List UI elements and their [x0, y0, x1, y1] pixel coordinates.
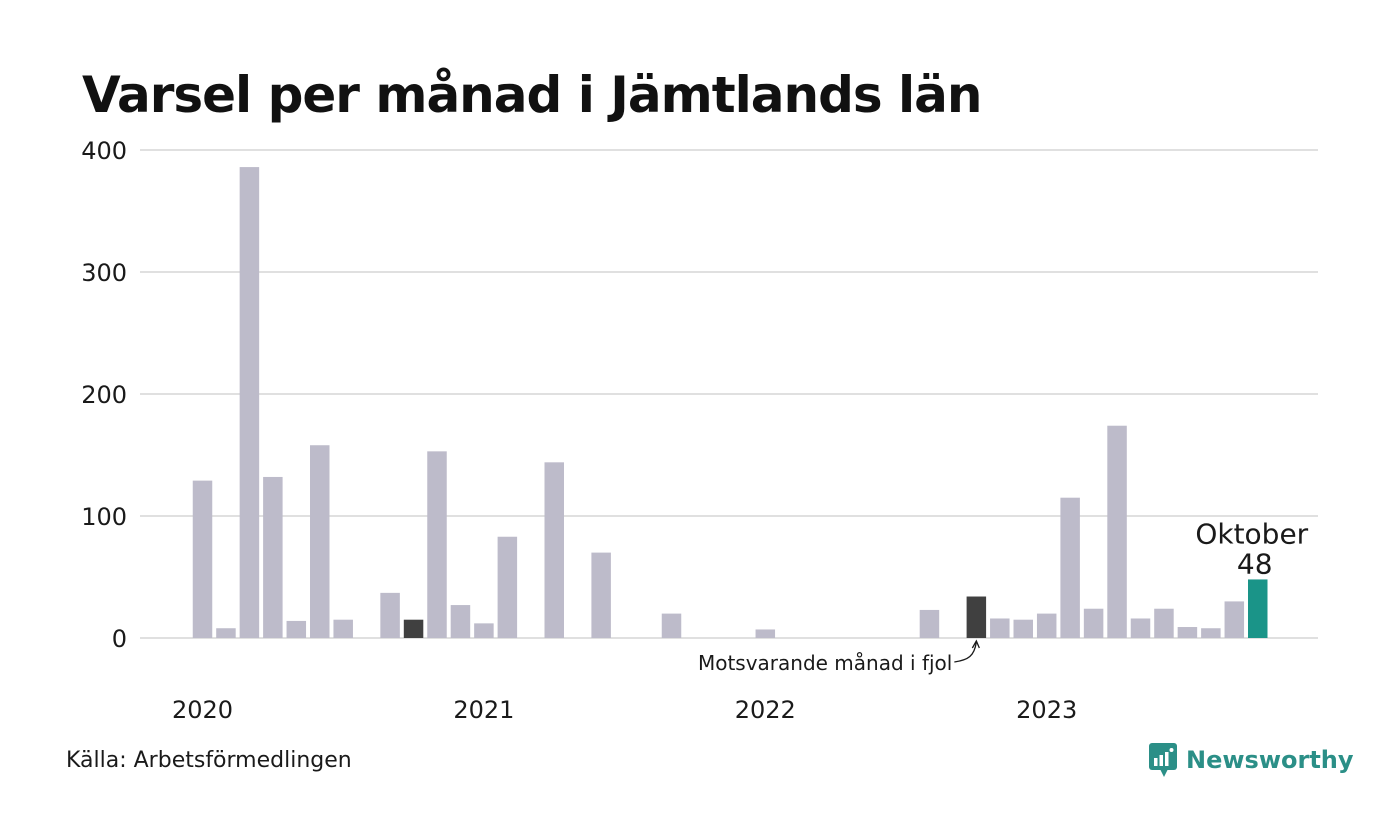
bar — [380, 592, 400, 638]
annotations: Oktober 48 Motsvarande månad i fjol — [698, 517, 1309, 675]
bar — [263, 476, 283, 638]
bar — [1083, 608, 1104, 638]
bar — [1013, 619, 1033, 638]
bar — [591, 552, 611, 638]
bar — [1224, 601, 1245, 638]
bar — [403, 619, 424, 638]
bar — [966, 596, 987, 638]
previous-year-annotation: Motsvarande månad i fjol — [698, 651, 952, 675]
bar — [1248, 579, 1268, 638]
y-tick-label: 400 — [81, 137, 127, 165]
y-tick-label: 200 — [81, 381, 127, 409]
bar — [1107, 425, 1127, 638]
x-tick-label: 2023 — [1016, 696, 1077, 724]
bar — [239, 167, 260, 638]
y-axis-tick-labels: 0 100 200 300 400 — [81, 137, 127, 653]
brand-name: Newsworthy — [1186, 746, 1354, 774]
bar — [1201, 628, 1221, 638]
bar — [333, 619, 353, 638]
bar — [1130, 618, 1151, 638]
bar-chart: 0 100 200 300 400 2020 2021 2022 2023 Oktober 4… — [81, 137, 1318, 724]
source-note: Källa: Arbetsförmedlingen — [66, 748, 352, 773]
bar — [1154, 608, 1174, 638]
bar — [450, 605, 471, 638]
bars — [192, 167, 1268, 638]
bar — [990, 618, 1010, 638]
bar — [755, 629, 776, 638]
bar — [192, 480, 213, 638]
bar — [1036, 613, 1057, 638]
arrowhead-icon — [971, 639, 980, 649]
bar — [661, 613, 682, 638]
brand-logo[interactable]: Newsworthy — [1148, 742, 1354, 778]
y-tick-label: 300 — [81, 259, 127, 287]
x-tick-label: 2022 — [735, 696, 796, 724]
y-tick-label: 0 — [112, 625, 127, 653]
x-axis-tick-labels: 2020 2021 2022 2023 — [172, 696, 1077, 724]
bar — [1177, 627, 1198, 638]
bar — [427, 451, 447, 638]
current-month-label: Oktober — [1195, 517, 1308, 550]
x-tick-label: 2020 — [172, 696, 233, 724]
bar — [497, 536, 518, 638]
annotation-arrow-icon — [954, 641, 977, 663]
bar — [474, 623, 494, 638]
bar — [919, 609, 940, 638]
bar — [286, 620, 307, 638]
bar — [216, 628, 236, 638]
newsworthy-logo-icon — [1149, 743, 1177, 777]
x-tick-label: 2021 — [453, 696, 514, 724]
bar — [544, 462, 564, 638]
page-title: Varsel per månad i Jämtlands län — [82, 66, 983, 124]
bar — [1060, 497, 1080, 638]
y-tick-label: 100 — [81, 503, 127, 531]
current-value-label: 48 — [1237, 547, 1273, 580]
bar — [310, 445, 330, 638]
